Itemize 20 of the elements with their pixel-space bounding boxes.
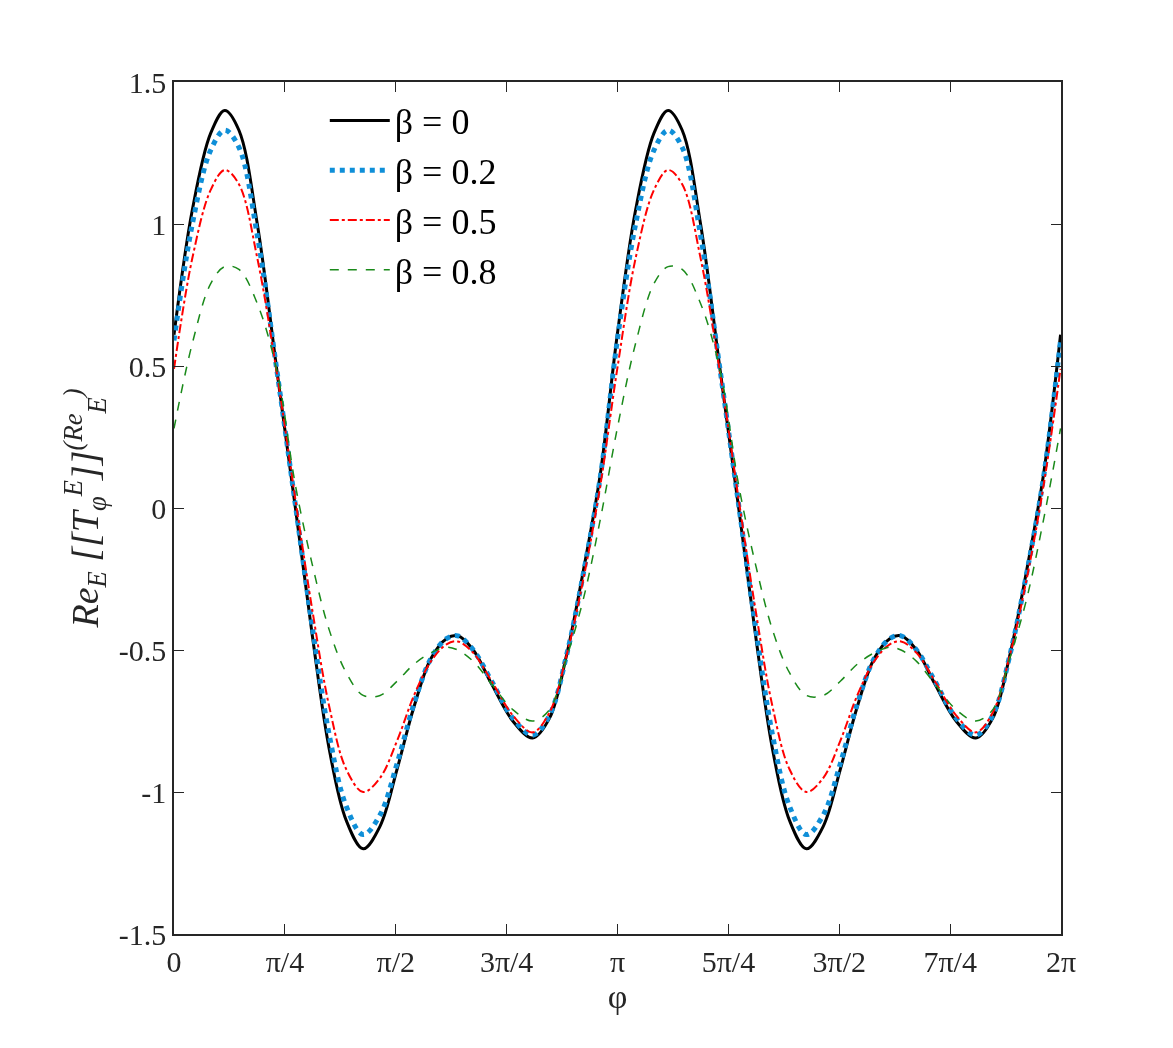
x-tick-label: π/4 xyxy=(265,944,305,978)
legend-label: β = 0.8 xyxy=(394,251,497,292)
x-tick-label: 3π/4 xyxy=(479,944,534,978)
x-tick-label: π/2 xyxy=(376,944,415,978)
y-tick-label: 1 xyxy=(151,207,167,241)
x-tick-label: π xyxy=(609,944,626,978)
x-axis-title: φ xyxy=(607,977,628,1015)
x-tick-label: 2π xyxy=(1045,944,1077,978)
y-tick-label: -1 xyxy=(141,775,167,809)
y-tick-label: -1.5 xyxy=(118,917,167,951)
x-tick-label: 7π/4 xyxy=(923,944,977,978)
y-tick-label: 0.5 xyxy=(128,349,167,383)
x-tick-label: 5π/4 xyxy=(701,944,756,978)
y-tick-label: 1.5 xyxy=(128,65,167,99)
legend-label: β = 0.5 xyxy=(394,202,497,243)
legend-label: β = 0 xyxy=(394,102,470,143)
legend-label: β = 0.2 xyxy=(394,152,497,193)
y-tick-label: -0.5 xyxy=(118,633,167,667)
x-tick-label: 3π/2 xyxy=(812,944,866,978)
y-tick-label: 0 xyxy=(151,491,167,525)
